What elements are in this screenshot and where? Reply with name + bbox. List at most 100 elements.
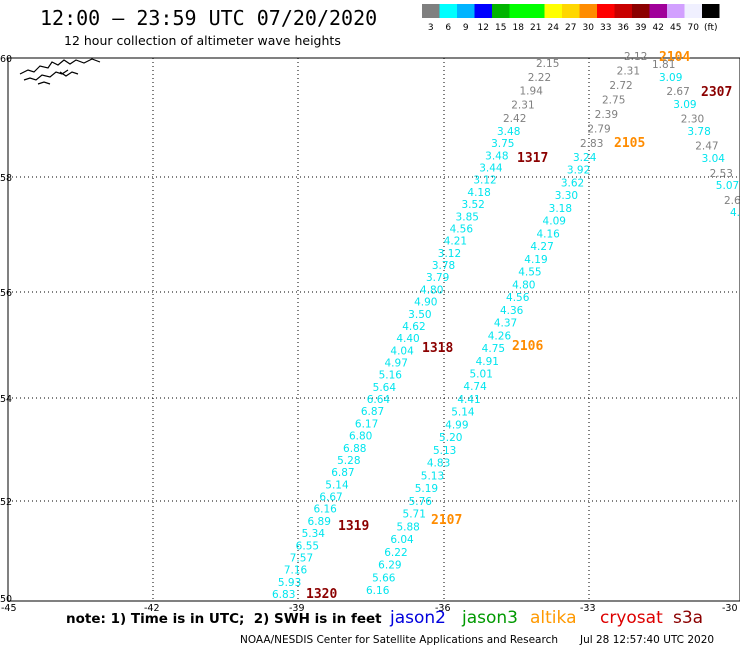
swh-value: 3.12 <box>473 175 496 187</box>
swh-value: 6.29 <box>378 560 401 572</box>
legend-label: 15 <box>495 23 506 33</box>
page-title: 12:00 – 23:59 UTC 07/20/2020 <box>40 6 378 30</box>
lat-label-56: 56 <box>0 288 12 299</box>
swh-value: 2.22 <box>528 72 551 84</box>
swh-value: 5.13 <box>421 470 444 482</box>
swh-value: 2.67 <box>666 86 689 98</box>
legend-swatch <box>632 4 650 18</box>
swh-value: 6.83 <box>272 589 295 601</box>
swh-value: 3.48 <box>497 126 520 138</box>
swh-value: 6.16 <box>313 504 337 516</box>
swh-value: 6.87 <box>361 406 384 418</box>
swh-value: 4.56 <box>506 292 530 304</box>
legend-label: 70 <box>688 23 700 33</box>
lat-label-58: 58 <box>0 173 12 184</box>
swh-value: 2.75 <box>602 95 625 107</box>
lat-label-50: 50 <box>0 594 12 605</box>
swh-value: 6.04 <box>390 534 414 546</box>
legend-swatch <box>702 4 720 18</box>
pass-label-2104: 2104 <box>659 50 690 65</box>
lon-label-39: -39 <box>289 603 305 614</box>
swh-value: 3.12 <box>438 248 461 260</box>
legend-swatch <box>614 4 632 18</box>
swh-value: 3.78 <box>432 260 455 272</box>
swh-value: 4.04 <box>390 345 414 357</box>
swh-value: 3.78 <box>687 126 710 138</box>
legend-swatch <box>527 4 545 18</box>
legend-label: 18 <box>513 23 525 33</box>
legend-swatch <box>579 4 597 18</box>
swh-value: 4.21 <box>444 236 467 248</box>
swh-value: 4.80 <box>512 279 535 291</box>
swh-value: 4.16 <box>536 228 560 240</box>
swh-value: 2.15 <box>536 58 559 70</box>
swh-value: 3.09 <box>673 99 696 111</box>
swh-value: 5.28 <box>337 455 360 467</box>
credit-text: NOAA/NESDIS Center for Satellite Applica… <box>240 634 558 646</box>
swh-value: 3.44 <box>479 163 503 175</box>
swh-value: 3.52 <box>461 199 484 211</box>
legend-label: (ft) <box>704 23 718 33</box>
swh-value: 5.64 <box>373 382 397 394</box>
legend-label: 33 <box>600 23 611 33</box>
lon-label-33: -33 <box>580 603 596 614</box>
legend-swatch <box>649 4 667 18</box>
swh-value: 3.85 <box>456 211 479 223</box>
swh-value: 5.01 <box>470 369 493 381</box>
swh-value: 3.24 <box>573 152 597 164</box>
swh-value: 6.17 <box>355 418 378 430</box>
legend-swatch <box>684 4 702 18</box>
satellite-cryosat: cryosat <box>600 608 663 628</box>
swh-value: 5.88 <box>396 521 419 533</box>
swh-value: 6.89 <box>308 516 331 528</box>
swh-value: 4.18 <box>467 187 490 199</box>
color-scale-legend: 3 6 9 12 15 18 21 24 27 30 33 36 39 42 45 70 (ft) <box>422 4 720 33</box>
swh-value: 4.90 <box>414 297 437 309</box>
legend-swatch <box>457 4 475 18</box>
swh-value: 2.31 <box>511 99 534 111</box>
swh-value: 4.37 <box>494 318 517 330</box>
swh-value: 6.88 <box>343 443 366 455</box>
pass-label-2107: 2107 <box>431 513 462 528</box>
swh-value: 4.62 <box>402 321 425 333</box>
swh-value: 3.62 <box>561 177 584 189</box>
legend-swatch <box>597 4 615 18</box>
pass-label-1317: 1317 <box>517 151 548 166</box>
legend-label: 12 <box>478 23 489 33</box>
satellite-altika: altika <box>530 608 577 628</box>
pass-label-2105: 2105 <box>614 136 645 151</box>
swh-value: 4.99 <box>445 419 468 431</box>
swh-value: 4.74 <box>463 381 487 393</box>
swh-value: 6.64 <box>367 394 391 406</box>
legend-label: 27 <box>565 23 576 33</box>
legend-label: 24 <box>548 23 560 33</box>
lat-label-52: 52 <box>0 497 12 508</box>
swh-value: 3.75 <box>491 138 514 150</box>
swh-value: 6.16 <box>366 585 390 597</box>
swh-value: 2.12 <box>624 51 647 63</box>
lon-label-30: -30 <box>722 603 738 614</box>
graticule <box>8 58 740 601</box>
swh-value: 4. <box>730 207 740 219</box>
swh-value: 5.14 <box>451 407 475 419</box>
legend-swatch <box>439 4 457 18</box>
swh-value: 2.42 <box>503 113 526 125</box>
swh-value: 4.36 <box>500 305 524 317</box>
lat-label-60: 60 <box>0 54 12 65</box>
coastline <box>19 58 101 85</box>
swh-value: 4.41 <box>457 394 480 406</box>
swh-value: 6.22 <box>384 547 407 559</box>
swh-value: 6.67 <box>319 492 342 504</box>
swh-value: 2.47 <box>695 141 718 153</box>
swh-value: 5.20 <box>439 432 462 444</box>
pass-label-2307: 2307 <box>701 85 732 100</box>
satellite-jason2: jason2 <box>390 608 446 628</box>
swh-value: 5.71 <box>403 509 426 521</box>
legend-label: 30 <box>583 23 595 33</box>
swh-value: 5.34 <box>302 528 326 540</box>
legend-label: 21 <box>530 23 541 33</box>
legend-swatch <box>544 4 562 18</box>
swh-value: 4.97 <box>385 358 408 370</box>
swh-value: 5.19 <box>415 483 438 495</box>
swh-value: 5.07 <box>716 180 739 192</box>
